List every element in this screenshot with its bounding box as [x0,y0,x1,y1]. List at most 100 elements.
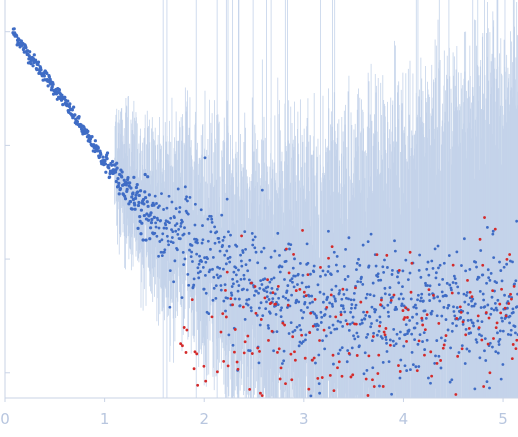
blue-point-1122 [483,337,487,341]
blue-point-528 [232,270,236,274]
red-point-21 [229,297,233,301]
red-point-48 [271,291,275,295]
blue-point-738 [321,339,324,343]
red-point-42 [263,296,267,300]
blue-point-729 [316,324,320,327]
blue-point-812 [352,334,355,338]
blue-point-522 [229,291,233,295]
blue-point-475 [210,217,214,221]
blue-point-594 [260,283,264,286]
blue-point-423 [188,195,192,199]
blue-point-937 [404,258,408,262]
blue-point-395 [176,187,180,191]
blue-point-158 [77,115,81,119]
red-point-166 [458,305,462,309]
blue-point-730 [317,353,321,357]
blue-point-993 [428,299,432,302]
red-point-106 [354,286,357,290]
blue-point-997 [429,312,433,316]
blue-point-869 [375,333,379,337]
blue-point-1125 [485,281,488,285]
red-point-30 [243,340,247,344]
blue-point-60 [36,62,40,67]
red-point-204 [514,347,518,351]
blue-point-369 [165,234,169,238]
blue-point-474 [209,214,213,218]
red-point-132 [397,269,401,272]
red-point-142 [409,290,413,294]
blue-point-544 [239,253,242,257]
blue-point-1087 [469,331,473,335]
blue-point-1167 [502,265,506,269]
blue-point-847 [366,240,370,244]
red-point-118 [376,372,380,375]
blue-point-565 [247,278,251,282]
red-point-180 [482,385,486,388]
blue-point-1157 [498,337,502,341]
red-point-81 [312,356,316,360]
blue-point-818 [354,303,358,307]
red-point-75 [306,273,310,276]
red-point-156 [437,321,441,325]
blue-point-620 [271,297,275,300]
red-point-23 [233,350,236,354]
blue-point-694 [302,310,306,314]
blue-point-972 [419,275,423,279]
blue-point-287 [131,191,135,195]
red-point-20 [226,364,230,368]
blue-point-379 [170,228,173,232]
blue-point-1198 [515,305,518,309]
blue-point-654 [285,289,289,293]
blue-point-925 [399,358,403,362]
blue-point-961 [414,306,418,310]
blue-point-805 [349,310,352,314]
blue-point-1075 [464,269,468,273]
blue-point-947 [408,271,412,275]
blue-point-131 [66,99,70,103]
blue-point-552 [242,273,246,277]
blue-point-715 [311,300,314,304]
blue-point-1104 [476,319,480,323]
blue-point-1189 [511,311,515,314]
blue-point-882 [381,265,385,269]
red-point-199 [509,292,512,296]
red-point-0 [179,342,183,346]
blue-point-806 [349,298,353,302]
blue-point-969 [418,253,422,257]
blue-point-1113 [480,334,483,338]
blue-point-1150 [495,308,499,312]
blue-point-1128 [486,303,490,307]
red-point-184 [487,316,491,320]
blue-point-541 [237,297,241,301]
blue-point-573 [251,243,255,247]
red-point-125 [383,333,387,337]
blue-point-1017 [438,299,442,303]
blue-point-494 [218,266,222,270]
blue-point-894 [386,303,390,307]
blue-point-659 [287,332,291,335]
blue-point-284 [130,195,134,199]
blue-point-617 [270,277,273,281]
blue-point-702 [305,242,309,246]
red-point-5 [190,298,194,302]
blue-point-487 [215,230,219,234]
error-bars [114,0,518,398]
blue-point-295 [134,185,138,190]
red-point-145 [417,339,421,343]
red-point-4 [185,328,189,332]
blue-point-853 [369,325,373,329]
blue-point-375 [168,305,172,309]
blue-point-300 [136,203,141,208]
blue-point-831 [360,275,363,279]
blue-point-400 [178,237,182,241]
blue-point-3 [12,27,16,31]
blue-point-301 [137,200,141,205]
red-point-19 [225,270,229,274]
blue-point-388 [173,224,177,227]
blue-point-583 [255,314,259,317]
blue-point-1110 [478,289,482,293]
blue-point-315 [143,190,147,194]
blue-point-566 [248,258,252,262]
red-point-134 [401,309,405,312]
